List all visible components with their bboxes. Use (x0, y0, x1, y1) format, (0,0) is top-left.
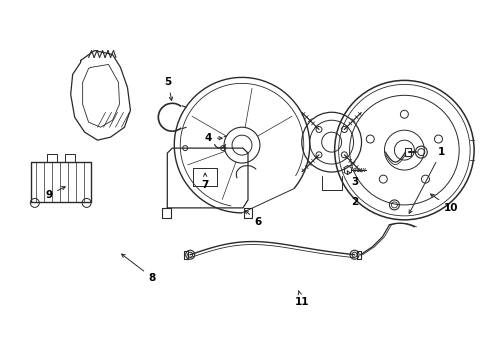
Text: 4: 4 (204, 133, 222, 143)
Text: 10: 10 (429, 194, 458, 213)
Text: 5: 5 (164, 77, 172, 100)
Text: 11: 11 (294, 291, 308, 306)
Text: 6: 6 (244, 211, 261, 227)
Text: 2: 2 (350, 197, 358, 207)
Text: 1: 1 (408, 147, 444, 213)
Text: 7: 7 (201, 173, 208, 190)
Text: 8: 8 (122, 254, 156, 283)
Text: 3: 3 (346, 171, 358, 187)
Text: 9: 9 (45, 187, 65, 200)
